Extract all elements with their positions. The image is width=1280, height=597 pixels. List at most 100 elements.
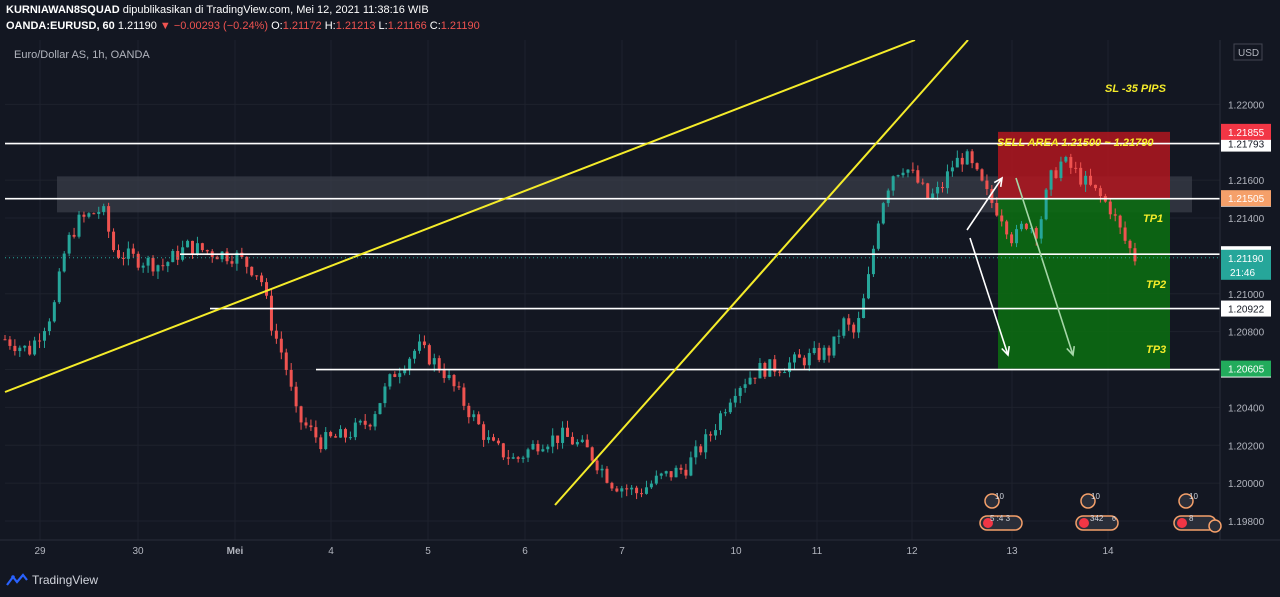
sell-area-label: SELL AREA 1.21500 ~ 1.21790 <box>997 137 1154 149</box>
candle-body <box>768 359 772 377</box>
candle-body <box>733 395 737 403</box>
candle-body <box>195 243 199 255</box>
candle-body <box>1059 161 1063 178</box>
candle-body <box>383 386 387 404</box>
candle-body <box>482 424 486 440</box>
price-tag-label: 1.20605 <box>1228 365 1265 376</box>
candle-series[interactable] <box>3 149 1137 500</box>
price-tick-label: 1.20200 <box>1228 441 1265 452</box>
candle-body <box>1015 229 1019 244</box>
price-tag-label: 1.21505 <box>1228 194 1265 205</box>
candle-body <box>738 387 742 396</box>
candle-body <box>477 414 481 425</box>
arrow-drop-tp3-head <box>1001 345 1011 357</box>
candle-body <box>620 488 624 492</box>
candle-body <box>102 206 106 212</box>
candle-body <box>1079 167 1083 185</box>
candle-body <box>378 403 382 415</box>
candle-body <box>674 467 678 478</box>
time-axis[interactable]: 29 30 Mei 4 5 6 7 10 11 12 13 14 <box>0 539 1280 565</box>
candle-body <box>339 429 343 438</box>
candle-body <box>570 436 574 445</box>
symbol-label: OANDA:EURUSD, 60 <box>6 20 115 32</box>
candle-body <box>1074 167 1078 169</box>
candle-body <box>985 180 989 190</box>
open-value: 1.21172 <box>282 20 322 32</box>
candle-body <box>561 427 565 443</box>
candle-body <box>659 473 663 476</box>
tradingview-icon <box>6 573 28 586</box>
close-label: C: <box>429 20 441 32</box>
event-icon <box>1208 519 1222 533</box>
event-count: 10 <box>1189 492 1198 501</box>
sl-label: SL -35 PIPS <box>1105 83 1167 95</box>
event-count: 10 <box>1091 492 1100 501</box>
candle-body <box>82 214 86 217</box>
event-count: 6 <box>1112 516 1116 523</box>
economic-events[interactable]: 10 10 10 5 :4 3 342 6 8 <box>979 492 1222 533</box>
candle-body <box>694 446 698 458</box>
candle-body <box>343 429 347 438</box>
candle-body <box>1118 215 1122 228</box>
candle-body <box>121 257 125 259</box>
low-label: L: <box>378 20 388 32</box>
candle-body <box>728 402 732 413</box>
arrow-sell-to-tp3-head <box>1066 345 1076 357</box>
event-count: 5 :4 3 <box>990 514 1011 523</box>
horizontal-levels[interactable] <box>5 142 1220 371</box>
arrow-drop-tp3 <box>969 237 1009 356</box>
candle-body <box>57 271 61 303</box>
candle-body <box>649 483 653 488</box>
candle-body <box>107 206 111 232</box>
time-tick-label: 13 <box>1006 546 1018 557</box>
candle-body <box>610 482 614 489</box>
candle-body <box>723 412 727 414</box>
price-tag-label: 1.21855 <box>1228 128 1265 139</box>
candle-body <box>630 487 634 490</box>
candle-body <box>1044 189 1048 220</box>
candle-body <box>975 163 979 170</box>
candle-body <box>640 493 644 495</box>
candle-body <box>551 435 555 447</box>
candle-body <box>422 341 426 346</box>
price-tick-label: 1.21600 <box>1228 176 1265 187</box>
candle-body <box>778 371 782 373</box>
candle-body <box>284 352 288 370</box>
candle-body <box>487 437 491 440</box>
candle-body <box>92 213 96 215</box>
candle-body <box>442 370 446 379</box>
candle-body <box>664 471 668 474</box>
candle-body <box>941 187 945 189</box>
candle-body <box>926 183 930 199</box>
candle-body <box>166 262 170 267</box>
candle-body <box>427 345 431 365</box>
candle-body <box>748 377 752 385</box>
candle-body <box>950 167 954 172</box>
candle-body <box>462 387 466 406</box>
last-price: 1.21190 <box>117 20 157 32</box>
event-count: 342 <box>1090 514 1104 523</box>
candle-body <box>388 374 392 387</box>
candle-body <box>743 384 747 388</box>
price-axis[interactable]: 1.220001.218001.216001.214001.212001.210… <box>5 40 1280 565</box>
candle-body <box>714 430 718 436</box>
candle-body <box>699 446 703 453</box>
candle-body <box>8 339 12 346</box>
projection-arrows[interactable] <box>966 176 1076 357</box>
candle-body <box>225 251 229 262</box>
candle-body <box>1113 214 1117 216</box>
price-chart[interactable]: SL -35 PIPS SELL AREA 1.21500 ~ 1.21790 TP… <box>0 40 1280 565</box>
candle-body <box>936 187 940 194</box>
level-tag-label: 1.21793 <box>1228 140 1265 151</box>
candle-body <box>309 425 313 428</box>
price-tag <box>1221 190 1271 207</box>
candle-body <box>289 369 293 387</box>
candle-body <box>269 295 273 331</box>
candle-body <box>955 157 959 168</box>
price-tag <box>1221 360 1271 377</box>
flag-icon <box>1177 518 1187 528</box>
trendlines[interactable] <box>4 40 969 506</box>
tradingview-logo[interactable]: TradingView <box>6 573 98 587</box>
candle-body <box>689 457 693 476</box>
candle-body <box>1108 201 1112 215</box>
